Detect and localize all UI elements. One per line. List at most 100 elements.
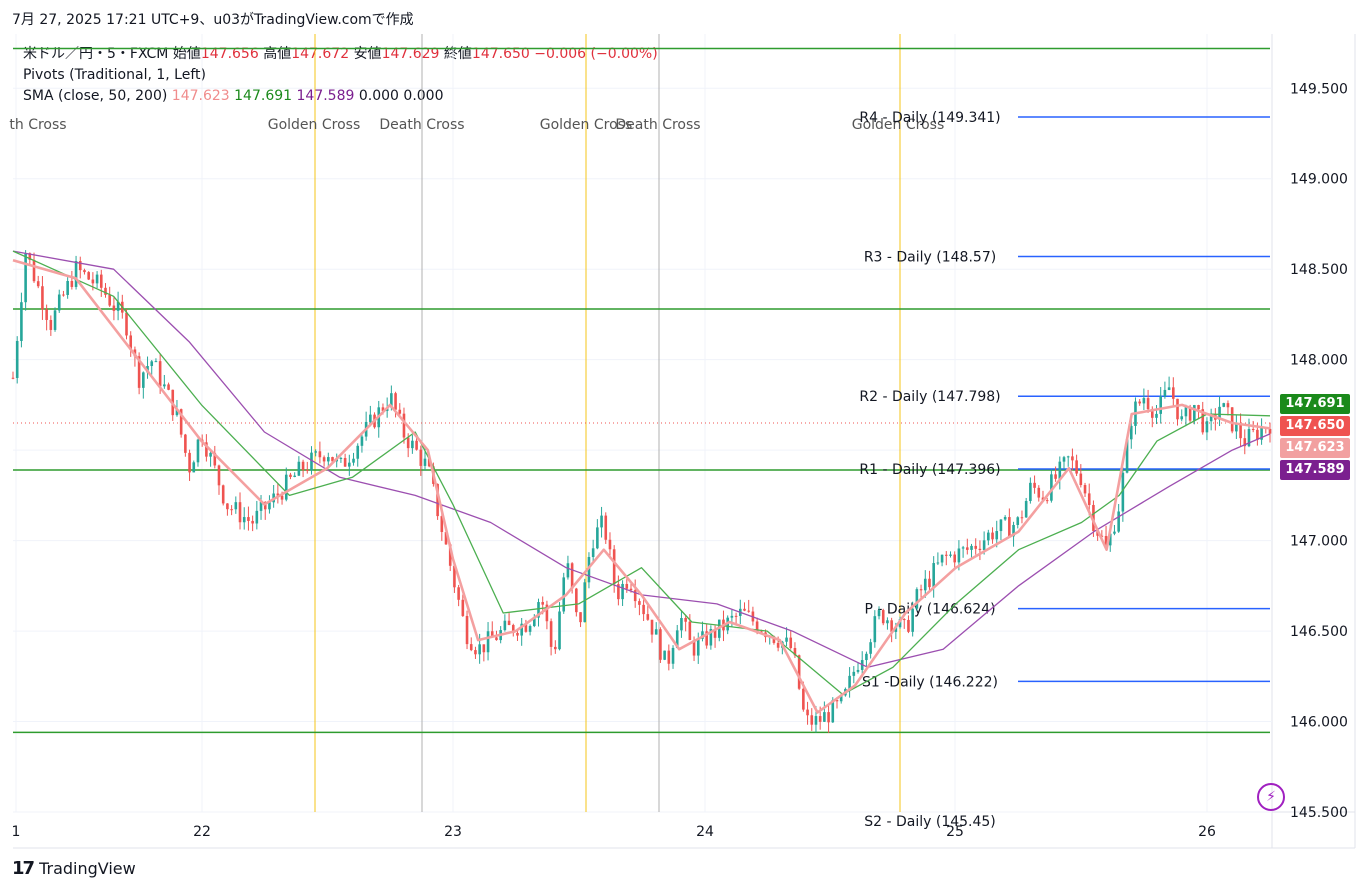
y-tick-label: 145.500 (1290, 805, 1348, 821)
candle-body (583, 582, 587, 623)
pivots-indicator-label[interactable]: Pivots (Traditional, 1, Left) (23, 67, 206, 83)
candle-body (663, 650, 666, 660)
candle-body (318, 451, 322, 458)
candle-body (999, 519, 1003, 532)
candle-body (356, 445, 360, 459)
y-tick-label: 149.500 (1290, 81, 1348, 97)
candle-body (150, 361, 154, 367)
candle-body (814, 716, 818, 725)
candle-body (554, 646, 557, 650)
candle-body (532, 617, 536, 627)
candle-body (1260, 428, 1263, 440)
tradingview-brand: TradingView (39, 859, 136, 878)
candle-body (911, 608, 914, 632)
candle-body (654, 629, 658, 635)
candle-body (516, 632, 519, 636)
candle-body (873, 616, 877, 643)
candle-body (457, 587, 460, 600)
sma-row[interactable]: SMA (close, 50, 200) 147.623 147.691 147… (23, 86, 658, 107)
candle-body (570, 563, 574, 589)
candle-body (32, 259, 36, 282)
candle-body (734, 615, 738, 617)
candle-body (772, 636, 776, 643)
candle-body (638, 601, 641, 605)
candle-body (78, 261, 82, 271)
candle-body (1104, 536, 1108, 546)
candle-body (886, 620, 889, 624)
candle-body (524, 623, 528, 632)
candle-body (95, 274, 99, 284)
candle-body (1050, 474, 1053, 501)
price-axis-tag: 147.650 (1280, 416, 1350, 436)
candle-body (1020, 517, 1024, 519)
symbol-label[interactable]: 米ドル／円・5・FXCM (23, 46, 169, 62)
open-value: 147.656 (200, 46, 259, 62)
candle-body (797, 655, 801, 689)
candle-body (276, 493, 280, 496)
candle-body (419, 449, 423, 466)
candle-body (280, 495, 284, 500)
candle-body (57, 294, 61, 311)
candle-body (1003, 517, 1007, 520)
candle-body (923, 578, 927, 591)
y-tick-label: 148.500 (1290, 262, 1348, 278)
candle-body (587, 557, 591, 583)
candle-body (1071, 456, 1074, 461)
candle-body (1012, 524, 1015, 537)
candle-body (1079, 473, 1083, 486)
candle-body (671, 647, 675, 664)
candle-body (646, 614, 650, 620)
candle-body (688, 621, 692, 640)
candle-body (20, 302, 23, 341)
candle-body (453, 565, 456, 588)
candle-body (70, 280, 74, 287)
candle-body (423, 458, 427, 466)
candle-body (24, 253, 27, 303)
candle-body (53, 310, 57, 330)
tradingview-logo-icon: 17 (12, 858, 35, 879)
candle-body (1075, 460, 1078, 474)
candle-body (1142, 398, 1146, 404)
candle-body (116, 301, 120, 311)
x-tick-label: 22 (193, 824, 211, 840)
candle-body (310, 452, 313, 471)
candle-body (402, 413, 406, 438)
candle-body (104, 287, 107, 295)
candle-body (608, 539, 612, 550)
candle-body (1159, 396, 1162, 414)
cross-marker-label: th Cross (9, 117, 66, 133)
candle-body (226, 503, 229, 510)
candle-body (856, 669, 860, 672)
candle-body (549, 621, 553, 647)
candle-body (289, 474, 292, 477)
pivot-label: R2 - Daily (147.798) (859, 389, 1000, 405)
candle-body (448, 544, 452, 566)
candle-body (953, 554, 956, 563)
candle-body (793, 647, 797, 656)
candle-body (1058, 461, 1062, 479)
close-label: 終値 (443, 46, 472, 62)
candle-body (1268, 428, 1272, 434)
candle-body (1121, 472, 1125, 512)
candle-body (213, 452, 217, 466)
candle-body (1037, 487, 1041, 498)
candle-body (558, 611, 561, 650)
candle-body (575, 588, 578, 613)
candle-body (465, 615, 469, 645)
candle-body (301, 461, 305, 470)
sma-fast-line (12, 258, 1271, 714)
price-axis-tag: 147.691 (1280, 394, 1350, 414)
candle-body (839, 695, 843, 702)
lightning-icon[interactable]: ⚡ (1257, 783, 1285, 811)
candle-body (537, 602, 540, 618)
candle-body (1146, 398, 1150, 410)
low-value: 147.629 (381, 46, 440, 62)
candle-body (1163, 389, 1167, 397)
candle-body (802, 688, 805, 710)
candle-body (1155, 413, 1158, 418)
candle-body (650, 619, 654, 635)
candle-body (62, 294, 65, 296)
candle-body (1083, 485, 1087, 494)
candle-body (1218, 406, 1221, 420)
